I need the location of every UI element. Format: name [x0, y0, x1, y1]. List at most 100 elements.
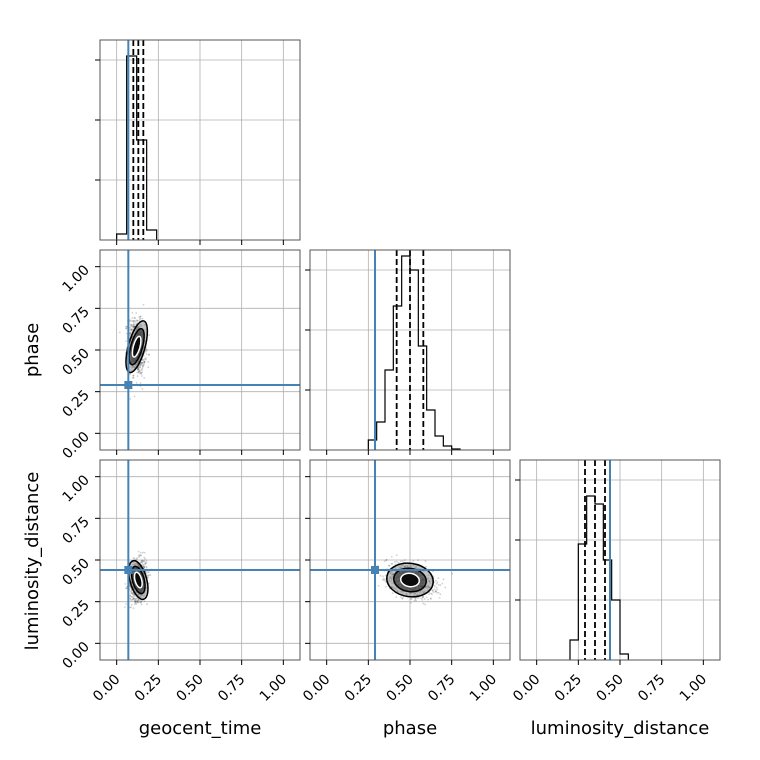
sample-point	[139, 366, 142, 369]
sample-point	[140, 373, 143, 376]
sample-point	[145, 561, 148, 564]
sample-point	[141, 561, 144, 564]
sample-point	[139, 315, 142, 318]
sample-point	[125, 327, 128, 330]
sample-point	[137, 550, 140, 553]
sample-point	[137, 367, 140, 370]
sample-point	[129, 584, 131, 587]
sample-point	[147, 360, 150, 363]
sample-point	[145, 350, 147, 353]
y-tick-label: 0.75	[59, 514, 92, 547]
sample-point	[136, 319, 139, 322]
sample-point	[136, 600, 139, 603]
sample-point	[129, 332, 132, 335]
sample-point	[444, 586, 447, 589]
sample-point	[137, 599, 140, 602]
sample-point	[136, 319, 139, 322]
sample-point	[142, 364, 144, 367]
sample-point	[134, 602, 137, 605]
sample-point	[130, 329, 132, 331]
scatter-panel-phase-luminosity_distance: 0.00 0.25 0.50 0.75 1.00	[300, 459, 511, 705]
sample-point	[139, 315, 142, 318]
sample-point	[130, 329, 133, 331]
density-contour	[128, 327, 145, 366]
sample-point	[130, 330, 132, 333]
y-axis-label-luminosity-distance: luminosity_distance	[22, 472, 43, 651]
sample-point	[401, 560, 404, 562]
sample-point	[428, 593, 431, 596]
sample-point	[417, 596, 420, 599]
sample-point	[384, 574, 387, 577]
sample-point	[146, 574, 149, 577]
density-contour	[131, 335, 142, 358]
sample-point	[385, 585, 387, 588]
density-contour	[399, 572, 421, 588]
sample-point	[134, 320, 137, 323]
sample-point	[136, 601, 139, 604]
x-tick-label: 0.75	[215, 672, 248, 705]
sample-point	[141, 560, 144, 563]
sample-point	[435, 582, 438, 585]
sample-point	[149, 574, 152, 576]
sample-point	[137, 368, 139, 371]
sample-point	[141, 551, 144, 554]
sample-point	[143, 566, 146, 569]
sample-point	[132, 325, 135, 328]
sample-point	[145, 349, 148, 352]
x-axis-label-phase: phase	[383, 718, 437, 739]
sample-point	[135, 602, 138, 605]
sample-point	[148, 353, 151, 356]
truth-marker	[371, 566, 379, 574]
sample-point	[138, 555, 141, 557]
sample-point	[144, 357, 147, 359]
sample-point	[391, 562, 394, 565]
sample-point	[145, 566, 148, 569]
sample-point	[135, 319, 138, 322]
sample-point	[138, 370, 141, 373]
sample-point	[410, 597, 413, 600]
sample-point	[130, 325, 133, 328]
y-tick-label: 1.00	[59, 472, 92, 505]
sample-point	[395, 596, 398, 598]
sample-point	[143, 361, 146, 364]
sample-point	[399, 560, 402, 563]
sample-point	[143, 560, 146, 563]
sample-point	[135, 382, 138, 384]
sample-point	[129, 326, 131, 329]
sample-point	[145, 560, 148, 562]
sample-point	[422, 595, 425, 598]
sample-point	[429, 597, 432, 600]
sample-point	[433, 588, 436, 591]
sample-point	[144, 562, 147, 565]
sample-point	[137, 367, 139, 370]
sample-point	[139, 365, 141, 368]
sample-point	[430, 598, 432, 600]
sample-point	[141, 369, 143, 372]
sample-point	[142, 560, 145, 562]
sample-point	[401, 597, 404, 599]
sample-point	[140, 600, 142, 603]
sample-point	[129, 590, 132, 593]
sample-point	[145, 358, 147, 361]
sample-point	[142, 365, 144, 368]
sample-point	[421, 596, 424, 599]
sample-point	[134, 597, 137, 600]
x-tick-label: 0.00	[90, 672, 123, 705]
sample-point	[147, 571, 149, 573]
sample-point	[147, 366, 150, 369]
sample-point	[134, 601, 137, 604]
sample-point	[140, 362, 143, 365]
sample-point	[138, 318, 141, 321]
sample-point	[421, 599, 424, 601]
sample-point	[132, 593, 135, 595]
sample-point	[400, 596, 402, 598]
truth-marker	[124, 566, 133, 574]
sample-point	[142, 303, 145, 306]
sample-point	[394, 561, 396, 563]
y-tick-label: 0.00	[59, 639, 92, 672]
sample-point	[132, 323, 135, 326]
sample-point	[133, 317, 136, 319]
sample-point	[390, 563, 393, 565]
sample-point	[132, 327, 135, 329]
sample-point	[397, 562, 400, 564]
